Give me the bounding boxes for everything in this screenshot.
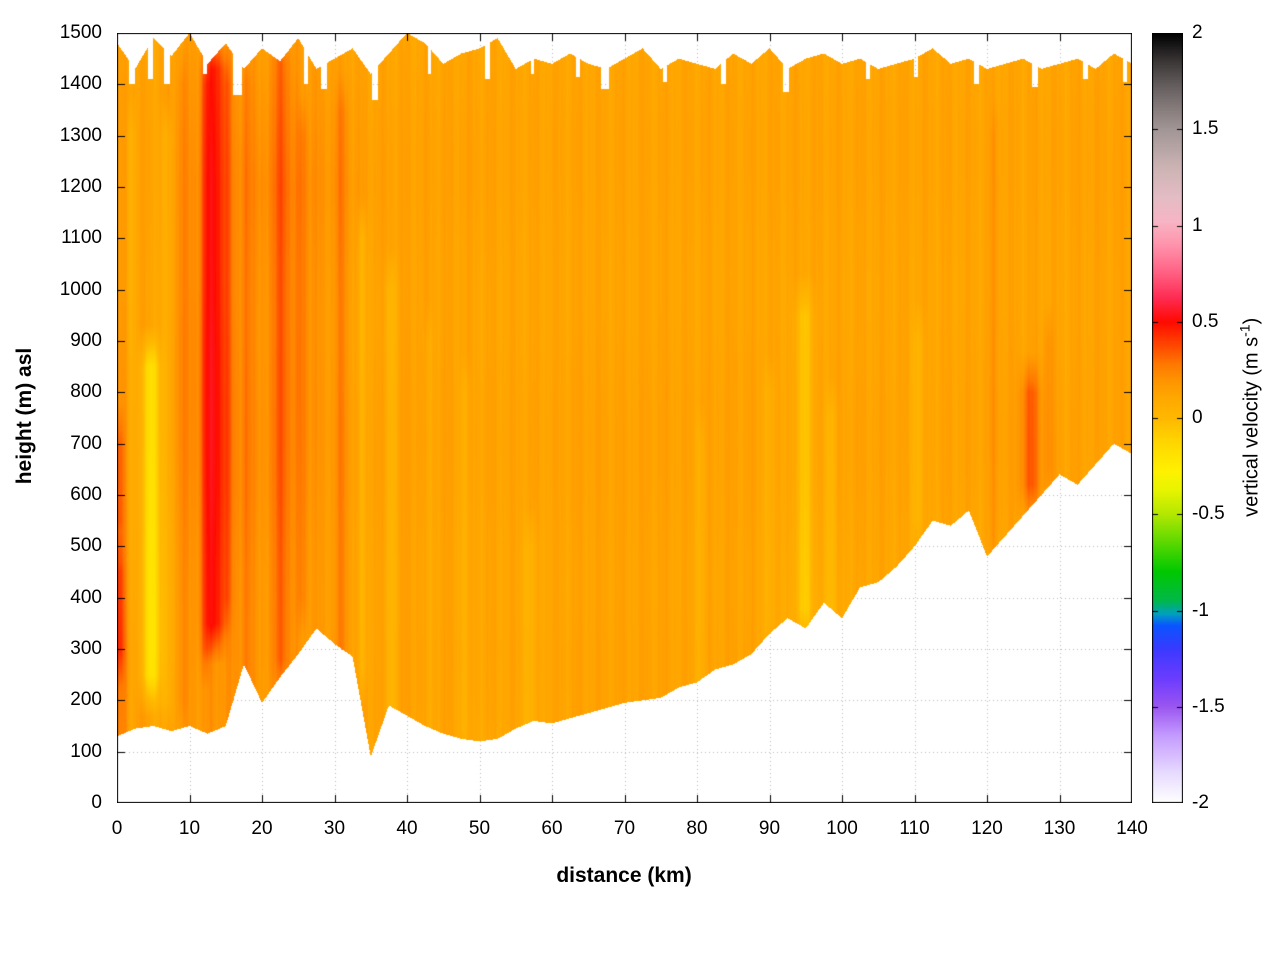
colorbar-canvas <box>1152 33 1183 803</box>
y-tick-label: 300 <box>70 638 102 659</box>
cb-tick-label: 0 <box>1192 407 1203 428</box>
x-tick-label: 90 <box>758 818 781 839</box>
y-tick-label: 100 <box>70 740 102 762</box>
colorbar-label-text: vertical velocity (m s <box>1240 336 1263 517</box>
x-tick-label: 0 <box>111 818 123 839</box>
x-tick-label: 120 <box>971 818 1003 839</box>
x-tick-label: 130 <box>1043 818 1076 839</box>
x-axis-label: distance (km) <box>556 864 692 887</box>
x-tick-label: 40 <box>396 818 418 839</box>
cb-tick-label: -1.5 <box>1192 695 1225 717</box>
x-tick-label: 70 <box>613 818 636 839</box>
y-tick-label: 1000 <box>59 278 102 300</box>
colorbar-label-close: ) <box>1240 317 1263 325</box>
x-tick-label: 20 <box>251 818 273 839</box>
y-tick-label: 800 <box>70 381 102 403</box>
x-tick-label: 100 <box>826 818 858 839</box>
y-tick-label: 1400 <box>59 73 102 95</box>
cb-tick-label: -1 <box>1192 599 1209 621</box>
y-tick-label: 0 <box>91 792 102 813</box>
y-tick-label: 900 <box>70 330 102 351</box>
colorbar-label: vertical velocity (m s-1) <box>1237 32 1264 802</box>
cb-tick-label: 2 <box>1192 22 1203 43</box>
x-tick-label: 110 <box>899 818 930 839</box>
y-tick-label: 1500 <box>59 22 102 43</box>
y-tick-label: 1100 <box>61 227 102 249</box>
x-tick-label: 30 <box>323 818 346 839</box>
colorbar-label-superscript: -1 <box>1236 324 1253 337</box>
y-tick-label: 700 <box>70 432 102 454</box>
cb-tick-label: -0.5 <box>1192 503 1225 525</box>
y-tick-label: 1200 <box>59 176 102 197</box>
y-axis-label: height (m) asl <box>13 347 36 485</box>
y-tick-label: 500 <box>70 535 102 557</box>
heatmap-canvas <box>117 33 1132 803</box>
y-tick-label: 600 <box>70 484 102 505</box>
x-tick-label: 50 <box>468 818 491 839</box>
cb-tick-label: 1 <box>1192 214 1203 236</box>
y-tick-label: 1300 <box>59 124 102 146</box>
x-tick-label: 60 <box>541 818 563 839</box>
cb-tick-label: 0.5 <box>1192 310 1219 332</box>
y-tick-label: 400 <box>70 586 102 608</box>
cb-tick-label: -2 <box>1192 792 1209 813</box>
cb-tick-label: 1.5 <box>1192 118 1219 140</box>
y-tick-label: 200 <box>70 689 102 711</box>
x-tick-label: 80 <box>686 818 708 839</box>
x-tick-label: 140 <box>1116 818 1148 839</box>
x-tick-label: 10 <box>178 818 201 839</box>
